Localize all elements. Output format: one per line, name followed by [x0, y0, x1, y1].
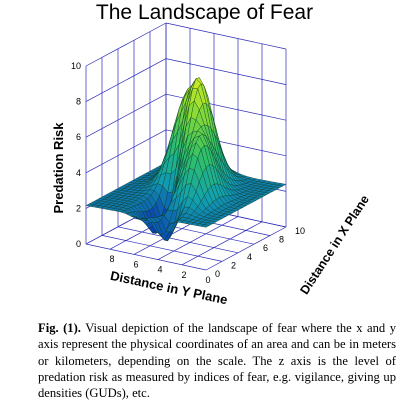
- x-plane-tick-label: 0: [215, 269, 220, 279]
- left-wall-gridline: [85, 22, 167, 67]
- surface-plot: 0 2 4 6 8 10 0 2 4 6 8 0 2 4 6 8 10 Predation Risk Dista…: [51, 22, 372, 308]
- axis-ticks: 0 2 4 6 8 10 0 2 4 6 8 0 2 4 6 8 10: [71, 61, 305, 285]
- floor-gridline: [85, 243, 207, 271]
- z-tick-label: 10: [71, 61, 81, 71]
- x-plane-tick-label: 2: [231, 260, 236, 270]
- z-tick-label: 0: [76, 239, 81, 249]
- x-plane-tick-label: 8: [279, 235, 284, 245]
- y-plane-tick-label: 6: [133, 259, 138, 269]
- figure: The Landscape of Fear 0 2 4 6 8 10 0 2 4 6 8 0 2 4 6 8 1…: [51, 1, 372, 308]
- surface-mesh: [85, 77, 287, 242]
- floor-gridline: [157, 216, 239, 260]
- z-axis-label: Predation Risk: [51, 122, 66, 214]
- caption-text: Visual depiction of the landscape of fea…: [38, 321, 396, 401]
- z-tick-label: 4: [76, 168, 81, 178]
- y-plane-tick-label: 2: [181, 270, 186, 280]
- z-tick-label: 8: [76, 97, 81, 107]
- back-wall-gridline: [165, 22, 287, 50]
- x-plane-tick-label: 10: [295, 226, 305, 236]
- back-wall-gridline: [165, 58, 287, 85]
- left-wall-gridline: [85, 129, 167, 174]
- floor-gridline: [205, 226, 287, 271]
- left-wall-gridline: [85, 93, 167, 138]
- x-plane-axis-label: Distance in X Plane: [297, 193, 372, 297]
- x-plane-tick-label: 6: [263, 243, 268, 253]
- floor-gridline: [101, 235, 223, 262]
- floor-gridline: [117, 226, 239, 254]
- figure-caption: Fig. (1). Visual depiction of the landsc…: [38, 320, 396, 401]
- y-plane-tick-label: 8: [109, 254, 114, 264]
- y-plane-tick-label: 0: [205, 275, 210, 285]
- floor-gridline: [181, 221, 263, 266]
- y-plane-axis-label: Distance in Y Plane: [109, 268, 229, 308]
- left-wall-gridline: [85, 58, 167, 102]
- z-tick-label: 2: [76, 203, 81, 213]
- surface-facet: [200, 224, 210, 228]
- figure-title: The Landscape of Fear: [95, 1, 314, 24]
- z-tick-label: 6: [76, 132, 81, 142]
- y-plane-tick-label: 4: [157, 265, 162, 275]
- x-plane-tick-label: 4: [247, 252, 252, 262]
- caption-label: Fig. (1).: [38, 321, 81, 335]
